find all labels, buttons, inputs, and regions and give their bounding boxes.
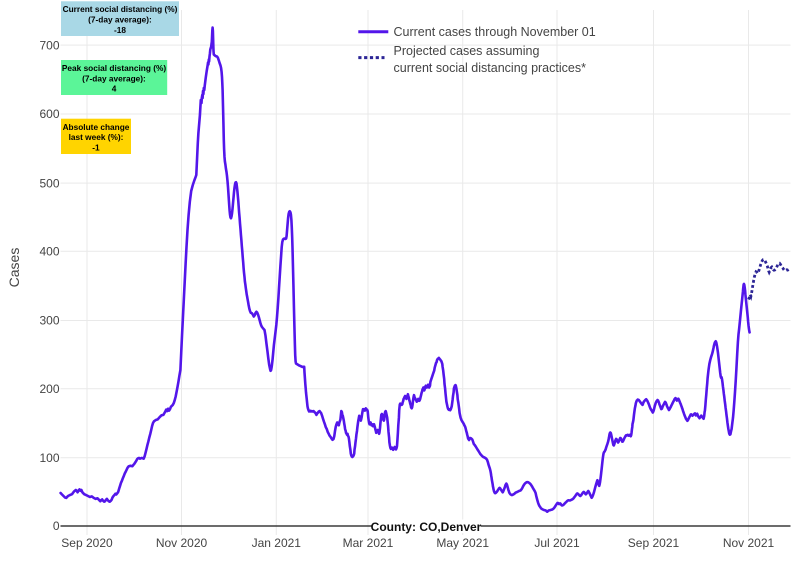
svg-text:Current social distancing (%): Current social distancing (%): [63, 4, 178, 14]
svg-text:200: 200: [39, 382, 59, 396]
svg-text:Sep 2021: Sep 2021: [628, 536, 680, 550]
svg-text:300: 300: [39, 314, 59, 328]
svg-text:County: CO,Denver: County: CO,Denver: [371, 520, 482, 534]
svg-text:600: 600: [39, 107, 59, 121]
svg-text:Sep 2020: Sep 2020: [61, 536, 113, 550]
svg-text:500: 500: [39, 176, 59, 190]
svg-text:Mar 2021: Mar 2021: [343, 536, 394, 550]
svg-text:Nov 2021: Nov 2021: [723, 536, 775, 550]
svg-text:last week (%):: last week (%):: [69, 132, 124, 142]
svg-text:(7-day average):: (7-day average):: [82, 73, 146, 83]
svg-text:4: 4: [112, 84, 117, 94]
svg-text:400: 400: [39, 245, 59, 259]
svg-text:0: 0: [53, 519, 60, 533]
svg-text:Current cases through November: Current cases through November 01: [394, 25, 596, 39]
svg-text:100: 100: [39, 451, 59, 465]
svg-text:Projected cases assuming: Projected cases assuming: [394, 44, 540, 58]
svg-text:Nov 2020: Nov 2020: [156, 536, 208, 550]
svg-text:Jan 2021: Jan 2021: [252, 536, 302, 550]
svg-text:Absolute change: Absolute change: [63, 122, 130, 132]
svg-text:current social distancing prac: current social distancing practices*: [394, 61, 587, 75]
svg-text:700: 700: [39, 38, 59, 52]
svg-text:-1: -1: [92, 142, 100, 152]
svg-text:May 2021: May 2021: [436, 536, 489, 550]
svg-text:(7-day average):: (7-day average):: [88, 15, 152, 25]
svg-text:Cases: Cases: [6, 248, 22, 288]
svg-text:Jul 2021: Jul 2021: [534, 536, 580, 550]
svg-text:Peak social distancing (%): Peak social distancing (%): [62, 63, 166, 73]
svg-text:-18: -18: [114, 25, 126, 35]
